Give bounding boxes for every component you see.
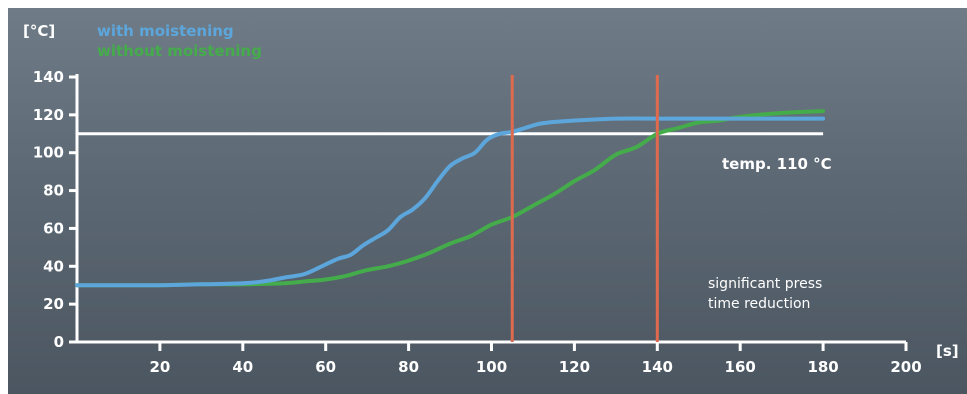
x-axis-unit: [s] (936, 342, 959, 360)
y-tick-label: 40 (43, 257, 64, 275)
y-tick-label: 100 (33, 144, 64, 162)
reference-line-label: temp. 110 °C (722, 155, 832, 173)
y-tick-label: 60 (43, 219, 64, 237)
y-tick-label: 80 (43, 182, 64, 200)
series-line-with-moistening (75, 116, 826, 288)
temperature-chart: 0 20 40 60 80 100 120 140 20 40 60 80 100 120 140 160 18… (23, 22, 959, 376)
annotation-line-1: significant press (708, 276, 822, 292)
x-tick-label: 40 (232, 358, 253, 376)
y-tick-label: 120 (33, 106, 64, 124)
x-tick-label: 200 (890, 358, 921, 376)
y-tick-label: 20 (43, 295, 64, 313)
x-tick-label: 100 (476, 358, 507, 376)
y-axis-unit: [°C] (23, 22, 55, 40)
x-tick-label: 140 (642, 358, 673, 376)
legend-without-moistening: without moistening (97, 42, 262, 60)
x-tick-label: 60 (315, 358, 336, 376)
annotation-line-2: time reduction (708, 296, 810, 312)
y-tick-label: 140 (33, 68, 64, 86)
series-line-without-moistening (75, 109, 826, 288)
x-tick-label: 160 (725, 358, 756, 376)
x-tick-label: 180 (807, 358, 838, 376)
x-tick-label: 80 (398, 358, 419, 376)
legend-with-moistening: with moistening (97, 22, 234, 40)
x-tick-label: 20 (149, 358, 170, 376)
chart-panel: 0 20 40 60 80 100 120 140 20 40 60 80 100 120 140 160 18… (8, 8, 967, 394)
y-tick-label: 0 (54, 333, 64, 351)
x-tick-label: 120 (559, 358, 590, 376)
